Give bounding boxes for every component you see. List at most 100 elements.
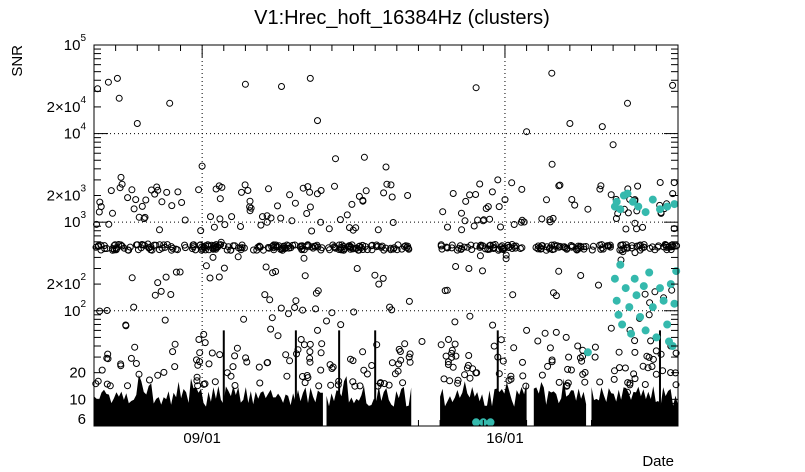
event-point xyxy=(389,245,397,253)
event-point xyxy=(624,99,631,107)
y-tick-label: 20 xyxy=(69,365,86,382)
event-point xyxy=(229,363,237,371)
event-point xyxy=(354,246,362,254)
event-point xyxy=(297,242,305,250)
event-point xyxy=(633,225,640,233)
event-point xyxy=(571,201,579,209)
event-point xyxy=(588,246,596,254)
event-point xyxy=(404,192,412,199)
event-point xyxy=(470,222,478,230)
event-point xyxy=(495,203,503,211)
event-point xyxy=(669,190,677,198)
event-point xyxy=(152,241,160,249)
event-point xyxy=(596,378,604,386)
event-point xyxy=(502,251,510,259)
y-axis-label: SNR xyxy=(9,45,26,77)
event-point xyxy=(548,160,556,168)
event-point xyxy=(563,244,571,252)
event-point xyxy=(382,244,390,252)
event-point xyxy=(458,209,465,217)
event-point xyxy=(584,205,592,213)
event-point xyxy=(109,209,116,217)
event-point xyxy=(242,354,250,362)
event-point xyxy=(349,357,357,365)
event-point xyxy=(609,141,617,149)
event-point xyxy=(146,376,153,384)
event-point xyxy=(97,203,105,211)
event-point xyxy=(363,246,371,254)
event-point xyxy=(457,245,465,253)
event-point xyxy=(638,244,646,252)
event-point xyxy=(474,216,482,224)
selected-event-point xyxy=(610,274,619,283)
event-point xyxy=(145,244,153,252)
event-point xyxy=(328,365,336,372)
event-point xyxy=(507,372,515,380)
event-point xyxy=(223,246,231,254)
event-point xyxy=(314,117,321,125)
event-point xyxy=(270,241,278,249)
event-point xyxy=(128,274,136,282)
event-point xyxy=(555,378,563,386)
event-point xyxy=(486,215,494,223)
event-point xyxy=(510,221,518,228)
event-point xyxy=(335,377,343,385)
event-point xyxy=(452,263,460,270)
event-point xyxy=(215,273,223,281)
event-point xyxy=(406,358,414,366)
event-point xyxy=(445,336,452,343)
event-point xyxy=(209,253,217,261)
event-point xyxy=(267,325,275,333)
event-point xyxy=(104,350,112,358)
event-point xyxy=(639,362,647,370)
event-point xyxy=(317,218,325,226)
event-point xyxy=(328,309,336,317)
event-point xyxy=(208,349,216,357)
event-point xyxy=(564,365,572,373)
event-point xyxy=(297,336,305,343)
event-point xyxy=(318,244,326,252)
event-point xyxy=(338,241,346,249)
event-point xyxy=(303,210,311,217)
event-point xyxy=(536,243,544,251)
event-point xyxy=(306,354,314,362)
selected-event-point xyxy=(656,205,664,214)
event-point xyxy=(317,366,325,374)
event-point xyxy=(265,185,272,193)
event-point xyxy=(355,192,363,200)
event-point xyxy=(234,253,242,261)
event-point xyxy=(137,244,145,252)
selected-event-point xyxy=(627,329,636,338)
event-point xyxy=(237,223,244,230)
event-point xyxy=(466,312,474,320)
event-point xyxy=(649,355,657,363)
event-point xyxy=(306,188,314,196)
event-point xyxy=(394,241,402,249)
dense-band-edge xyxy=(94,374,323,407)
event-point xyxy=(118,180,126,188)
event-point xyxy=(306,340,314,348)
event-point xyxy=(196,358,204,366)
selected-event-point xyxy=(663,202,672,211)
event-point xyxy=(346,224,353,232)
event-point xyxy=(548,356,556,364)
event-point xyxy=(155,246,163,254)
event-point xyxy=(659,367,667,375)
event-point xyxy=(508,179,516,187)
event-point xyxy=(597,182,605,190)
event-point xyxy=(154,279,162,287)
event-point xyxy=(605,242,613,250)
x-tick-label: 09/01 xyxy=(183,430,221,447)
event-point xyxy=(443,286,451,294)
selected-event-point xyxy=(625,303,634,312)
event-point xyxy=(132,360,140,367)
selected-event-point xyxy=(632,291,641,300)
event-point xyxy=(494,353,502,361)
dense-low-snr-band xyxy=(533,406,587,426)
event-point xyxy=(490,342,498,350)
event-point xyxy=(348,200,356,208)
selected-event-point xyxy=(641,326,650,335)
event-point xyxy=(567,366,575,374)
event-point xyxy=(231,382,239,389)
event-point xyxy=(440,375,448,383)
